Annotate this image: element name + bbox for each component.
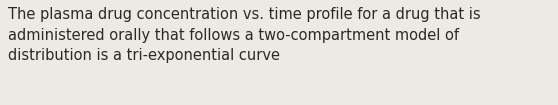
Text: The plasma drug concentration vs. time profile for a drug that is
administered o: The plasma drug concentration vs. time p… [8, 7, 481, 63]
